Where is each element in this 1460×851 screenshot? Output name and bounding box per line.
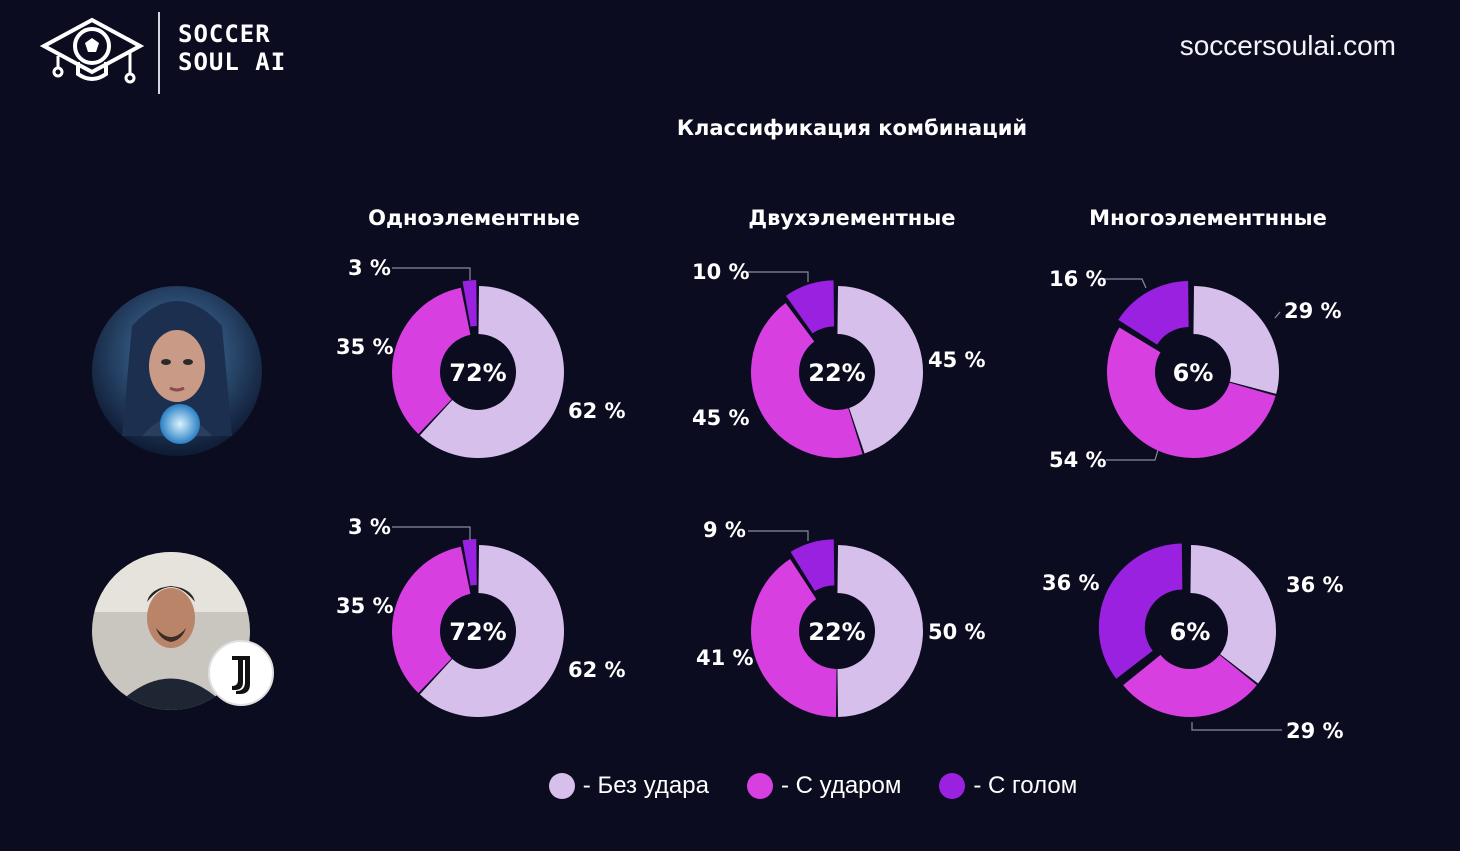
data-label-with-shot: 45 % bbox=[692, 406, 750, 430]
logo-icon bbox=[40, 17, 145, 84]
data-label-with-goal: 9 % bbox=[703, 518, 746, 542]
donut-center-label: 6% bbox=[1173, 359, 1214, 387]
donut-segment-with-shot bbox=[750, 303, 863, 459]
leader-line-with-goal bbox=[748, 530, 809, 541]
leader-line-with-goal bbox=[1104, 278, 1147, 289]
donut-chart-r1-c2: 22% 45 % 45 % 10 % bbox=[692, 260, 986, 459]
donut-segment-with-goal bbox=[1118, 281, 1189, 345]
data-label-with-shot: 41 % bbox=[696, 646, 754, 670]
donut-segment-no-shot bbox=[837, 545, 924, 717]
data-label-with-shot: 35 % bbox=[336, 594, 394, 618]
chart-title: Классификация комбинаций bbox=[676, 116, 1028, 140]
donut-segment-with-shot bbox=[1107, 327, 1276, 458]
leader-line-no-shot bbox=[1274, 311, 1281, 319]
logo-text: SOCCER SOUL AI bbox=[178, 20, 286, 76]
data-label-with-goal: 10 % bbox=[692, 260, 750, 284]
leader-line-with-shot bbox=[1106, 449, 1159, 461]
leader-line-with-goal bbox=[392, 526, 471, 540]
legend-item-no-shot: - Без удара bbox=[548, 772, 709, 800]
donut-chart-r2-c2: 22% 50 % 41 % 9 % bbox=[696, 518, 986, 717]
leader-line-with-goal bbox=[748, 271, 809, 282]
column-title-multi: Многоэлементнные bbox=[1089, 206, 1327, 230]
leader-line-with-goal bbox=[392, 267, 471, 280]
data-label-with-shot: 35 % bbox=[336, 335, 394, 359]
donut-center-label: 6% bbox=[1170, 618, 1211, 646]
donut-segment-no-shot bbox=[837, 286, 923, 454]
donut-segment-with-goal bbox=[1098, 543, 1183, 679]
legend-label-with-goal: - С голом bbox=[973, 772, 1078, 799]
legend-label-no-shot: - Без удара bbox=[582, 772, 709, 799]
donut-segment-with-shot bbox=[1123, 654, 1257, 718]
legend-item-with-goal: - С голом bbox=[939, 772, 1077, 800]
data-label-with-shot: 29 % bbox=[1286, 719, 1344, 743]
donut-segment-with-shot bbox=[391, 287, 471, 434]
donut-center-label: 22% bbox=[808, 618, 865, 646]
legend: - Без удара - С ударом - С голом bbox=[0, 772, 1460, 800]
data-label-no-shot: 50 % bbox=[928, 620, 986, 644]
data-label-no-shot: 45 % bbox=[928, 348, 986, 372]
column-title-single: Одноэлементные bbox=[368, 206, 580, 230]
logo-line-2: SOUL AI bbox=[178, 48, 287, 76]
donut-chart-r2-c1: 72% 62 % 35 % 3 % bbox=[336, 515, 626, 717]
column-title-double: Двухэлементные bbox=[748, 206, 956, 230]
donut-segment-with-shot bbox=[751, 558, 837, 717]
donut-segment-no-shot bbox=[1190, 545, 1277, 684]
juventus-logo-icon bbox=[214, 646, 268, 700]
donut-segment-with-goal bbox=[462, 280, 477, 327]
donut-chart-r1-c1: 72% 62 % 35 % 3 % bbox=[336, 256, 626, 458]
legend-item-with-shot: - С ударом bbox=[746, 772, 902, 800]
data-label-no-shot: 62 % bbox=[568, 399, 626, 423]
data-label-no-shot: 62 % bbox=[568, 658, 626, 682]
donut-segment-with-shot bbox=[392, 546, 471, 693]
legend-dot-with-shot bbox=[746, 773, 773, 799]
ai-avatar bbox=[92, 286, 262, 456]
donut-segment-no-shot bbox=[419, 286, 564, 458]
donut-center-label: 72% bbox=[449, 359, 506, 387]
data-label-no-shot: 36 % bbox=[1286, 573, 1344, 597]
site-url[interactable]: soccersoulai.com bbox=[1179, 30, 1396, 61]
donut-center-label: 72% bbox=[449, 618, 506, 646]
data-label-with-goal: 16 % bbox=[1049, 267, 1107, 291]
data-label-with-goal: 36 % bbox=[1042, 571, 1100, 595]
donut-segment-no-shot bbox=[1193, 286, 1279, 394]
juventus-badge bbox=[208, 640, 274, 706]
donut-segment-with-goal bbox=[462, 539, 477, 586]
donut-center-label: 22% bbox=[808, 359, 865, 387]
legend-label-with-shot: - С ударом bbox=[780, 772, 902, 799]
leader-line-with-shot bbox=[1191, 722, 1282, 731]
donut-segment-with-goal bbox=[785, 280, 835, 334]
legend-dot-with-goal bbox=[939, 773, 966, 799]
data-label-with-goal: 3 % bbox=[348, 256, 391, 280]
ai-avatar-image bbox=[92, 286, 262, 456]
data-label-with-shot: 54 % bbox=[1049, 448, 1107, 472]
donut-segment-with-goal bbox=[790, 539, 835, 591]
donut-segment-no-shot bbox=[419, 545, 564, 717]
brand-logo: SOCCER SOUL AI bbox=[40, 12, 320, 96]
donut-chart-r2-c3: 6% 36 % 29 % 36 % bbox=[1042, 543, 1344, 743]
logo-line-1: SOCCER bbox=[178, 20, 271, 48]
legend-dot-no-shot bbox=[548, 773, 575, 799]
logo-divider bbox=[158, 12, 160, 94]
data-label-with-goal: 3 % bbox=[348, 515, 391, 539]
donut-chart-r1-c3: 6% 29 % 54 % 16 % bbox=[1049, 267, 1342, 472]
data-label-no-shot: 29 % bbox=[1284, 299, 1342, 323]
